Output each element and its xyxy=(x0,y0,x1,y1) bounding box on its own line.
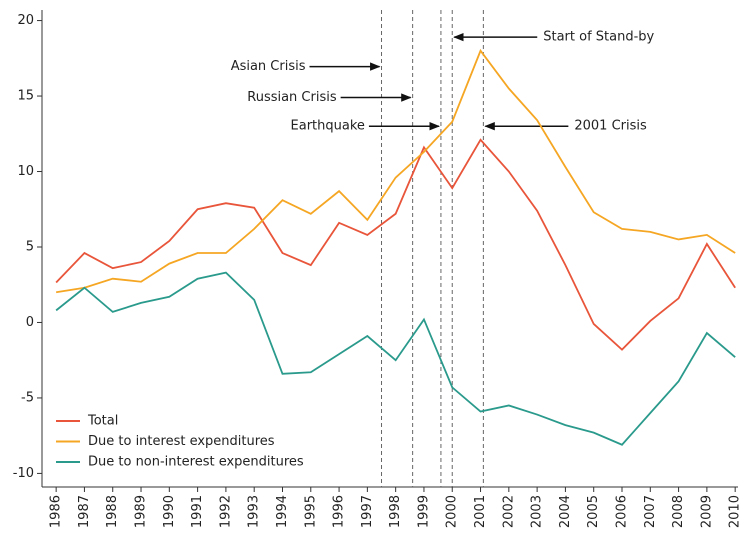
x-tick-label: 1990 xyxy=(162,495,177,528)
y-tick-label: 5 xyxy=(26,239,34,254)
y-tick-label: 15 xyxy=(17,89,34,104)
x-tick-label: 2007 xyxy=(643,495,658,528)
x-tick-label: 2008 xyxy=(671,495,686,528)
x-tick-label: 1991 xyxy=(190,495,205,528)
annotation-label: Start of Stand-by xyxy=(543,30,654,45)
annotation-label: Earthquake xyxy=(291,119,365,134)
y-tick-label: 0 xyxy=(26,315,34,330)
x-tick-label: 1993 xyxy=(247,495,262,528)
x-tick-label: 1987 xyxy=(77,495,92,528)
annotation-label: Asian Crisis xyxy=(231,59,306,74)
x-tick-label: 2001 xyxy=(473,495,488,528)
x-tick-label: 1995 xyxy=(303,495,318,528)
y-tick-label: -10 xyxy=(13,466,34,481)
x-tick-label: 2000 xyxy=(445,495,460,528)
x-tick-label: 1992 xyxy=(218,495,233,528)
x-tick-label: 1997 xyxy=(360,495,375,528)
annotation-label: Russian Crisis xyxy=(247,90,337,105)
x-tick-label: 2009 xyxy=(699,495,714,528)
legend-label: Due to interest expenditures xyxy=(88,434,275,449)
y-tick-label: -5 xyxy=(21,390,34,405)
x-tick-label: 1999 xyxy=(416,495,431,528)
annotation-label: 2001 Crisis xyxy=(574,119,647,134)
x-tick-label: 2002 xyxy=(501,495,516,528)
legend-label: Total xyxy=(87,414,118,429)
x-tick-label: 2004 xyxy=(558,495,573,528)
y-tick-label: 10 xyxy=(17,164,34,179)
x-tick-label: 1989 xyxy=(134,495,149,528)
legend-label: Due to non-interest expenditures xyxy=(88,455,304,470)
x-tick-label: 1994 xyxy=(275,495,290,528)
x-tick-label: 2010 xyxy=(728,495,740,528)
x-tick-label: 2003 xyxy=(530,495,545,528)
y-tick-label: 20 xyxy=(17,13,34,28)
series-line xyxy=(55,271,736,446)
series-line xyxy=(56,48,736,294)
x-tick-label: 1988 xyxy=(105,495,120,528)
x-tick-label: 1986 xyxy=(49,495,64,528)
x-tick-label: 2005 xyxy=(586,495,601,528)
x-tick-label: 2006 xyxy=(615,495,630,528)
x-tick-label: 1998 xyxy=(388,495,403,528)
x-tick-label: 1996 xyxy=(332,495,347,528)
series-line xyxy=(55,138,736,351)
